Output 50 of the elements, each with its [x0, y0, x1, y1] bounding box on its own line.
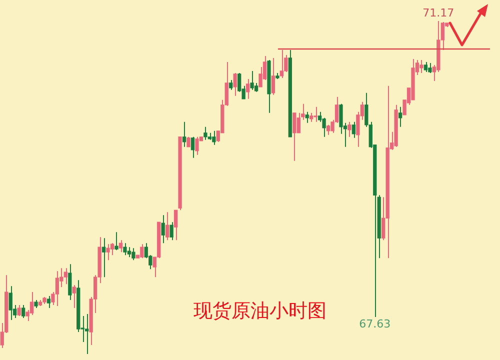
- candlestick: [68, 264, 72, 301]
- candlestick: [161, 214, 165, 244]
- annotation: 71.17: [422, 6, 454, 20]
- candlestick: [296, 112, 300, 134]
- candlestick: [55, 270, 60, 307]
- candlestick: [271, 57, 276, 96]
- candlestick: [195, 136, 199, 156]
- candlestick: [204, 126, 208, 140]
- candlestick: [8, 286, 12, 321]
- candlestick: [339, 103, 343, 134]
- candlestick: [165, 212, 170, 241]
- candlestick: [348, 121, 352, 138]
- annotation: 67.63: [359, 317, 391, 330]
- candlestick: [420, 59, 424, 74]
- candlestick: [46, 296, 51, 309]
- candlestick: [301, 103, 305, 120]
- candlestick: [132, 248, 136, 261]
- candlestick: [140, 244, 144, 259]
- candlestick: [102, 238, 106, 278]
- candlestick: [64, 268, 68, 285]
- candlestick: [170, 222, 174, 241]
- candlestick: [72, 284, 76, 309]
- candlestick: [182, 121, 186, 148]
- candlestick: [314, 106, 318, 122]
- candlestick: [292, 112, 296, 162]
- candlestick: [326, 124, 330, 136]
- candlestick: [110, 242, 114, 256]
- candlestick: [174, 210, 178, 241]
- candlestick: [114, 232, 118, 251]
- candlestick: [428, 62, 432, 74]
- candlestick: [424, 61, 428, 72]
- candlestick: [85, 314, 89, 354]
- candlestick: [352, 121, 356, 138]
- candlestick: [229, 79, 233, 90]
- text: 现货原油小时图: [192, 299, 328, 324]
- candlestick: [250, 70, 254, 90]
- candlestick: [212, 130, 216, 146]
- candlestick: [233, 72, 237, 96]
- candlestick: [398, 106, 402, 128]
- candlestick: [21, 304, 26, 319]
- candlestick: [305, 111, 309, 124]
- candlestick: [17, 304, 21, 317]
- candlestick: [186, 136, 190, 148]
- candlestick: [127, 246, 132, 258]
- candlestick: [118, 240, 123, 253]
- candlestick: [190, 136, 195, 158]
- candlestick: [280, 49, 284, 78]
- candlestick: [123, 242, 127, 256]
- candlestick: [246, 78, 250, 100]
- candlestick: [106, 244, 110, 261]
